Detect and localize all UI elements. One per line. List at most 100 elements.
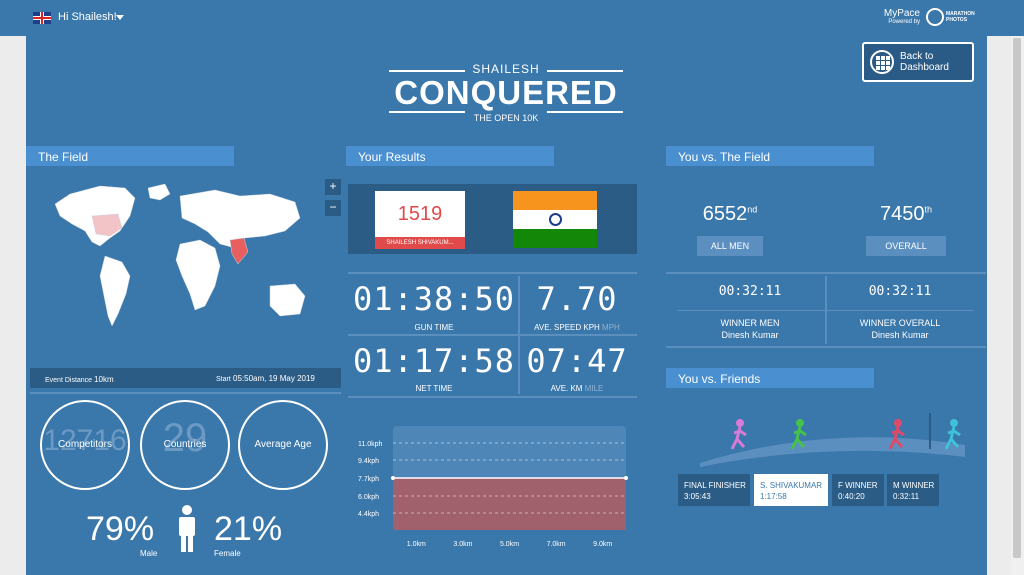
winner-men: WINNER MEN Dinesh Kumar xyxy=(680,317,820,341)
countries-label: Countries xyxy=(163,439,207,450)
x-tick-label: 3.0km xyxy=(453,541,472,548)
x-tick-label: 7.0km xyxy=(547,541,566,548)
ave-speed-value: 7.70 xyxy=(536,280,618,318)
ave-km-label: AVE. KM MILE xyxy=(522,384,632,393)
runner-final-finisher-icon xyxy=(730,419,747,450)
event-distance-label: Event Distance xyxy=(45,377,93,384)
x-tick-label: 5.0km xyxy=(500,541,519,548)
competitors-stat: 12716 Competitors xyxy=(40,400,130,490)
friend-label: S. SHIVAKUMAR xyxy=(760,481,823,490)
eurasia-shape xyxy=(179,189,301,249)
your-results-heading: Your Results xyxy=(346,146,554,166)
friend-time: 0:32:11 xyxy=(893,492,920,501)
vsfield-divider-top xyxy=(666,272,986,274)
runner-f-winner-icon xyxy=(888,419,905,450)
friends-race-track xyxy=(700,413,965,467)
men-rank-value: 6552 xyxy=(702,203,748,225)
friend-time: 0:40:20 xyxy=(838,492,865,501)
friend-box-m-winner[interactable]: M WINNER 0:32:11 xyxy=(887,474,939,506)
speed-chart: 11.0kph 9.4kph 7.7kph 6.0kph 4.4kph 1.0km 3.0k… xyxy=(348,420,637,555)
world-map[interactable] xyxy=(30,176,330,366)
india-flag-icon xyxy=(513,191,597,248)
person-icon xyxy=(179,505,195,552)
brand-sub: Powered by xyxy=(888,19,920,25)
partner-name: MARATHON PHOTOS xyxy=(946,11,975,23)
all-men-badge: ALL MEN xyxy=(697,236,763,256)
greenland-shape xyxy=(147,183,171,201)
event-start: Start 05:50am, 19 May 2019 xyxy=(216,374,315,383)
scrollbar-thumb[interactable] xyxy=(1013,38,1021,558)
speed-point xyxy=(624,476,628,480)
average-age-label: Average Age xyxy=(254,439,312,450)
y-tick-label: 6.0kph xyxy=(358,494,379,501)
uk-flag-icon[interactable] xyxy=(33,12,51,24)
y-tick-label: 9.4kph xyxy=(358,458,379,465)
friend-box-you[interactable]: S. SHIVAKUMAR 1:17:58 xyxy=(754,474,828,506)
runner-m-winner-icon xyxy=(944,419,961,450)
mypace-brand: MyPace Powered by xyxy=(872,8,920,25)
vsfield-divider-bottom xyxy=(666,346,986,348)
user-greeting[interactable]: Hi Shailesh! xyxy=(58,11,117,23)
hero-title: CONQUERED xyxy=(394,74,618,111)
countries-value: 29 xyxy=(162,416,208,460)
you-vs-friends-heading: You vs. Friends xyxy=(666,368,874,388)
runner-first-name: SHAILESH xyxy=(472,62,540,76)
x-tick-label: 9.0km xyxy=(593,541,612,548)
men-rank-suffix: nd xyxy=(747,204,758,215)
gun-time-label: GUN TIME xyxy=(414,323,454,332)
friend-label: F WINNER xyxy=(838,481,878,490)
ave-speed-alt-unit[interactable]: MPH xyxy=(602,323,620,332)
ave-km-alt-unit[interactable]: MILE xyxy=(584,384,604,393)
men-rank: 6552nd xyxy=(690,203,770,226)
speed-chart-svg: 11.0kph 9.4kph 7.7kph 6.0kph 4.4kph 1.0km 3.0k… xyxy=(358,426,628,548)
female-percent: 21% xyxy=(214,510,283,548)
zoom-in-button[interactable]: + xyxy=(325,179,341,195)
india-highlight-shape xyxy=(229,237,249,265)
field-divider xyxy=(30,392,341,394)
hero-line-right-bottom xyxy=(547,111,623,113)
countries-stat: 29 Countries xyxy=(140,400,230,490)
winner-overall: WINNER OVERALL Dinesh Kumar xyxy=(830,317,970,341)
net-time-value: 01:17:58 xyxy=(352,342,516,380)
male-label: Male xyxy=(140,549,158,558)
event-name: THE OPEN 10K xyxy=(473,113,539,123)
zoom-out-button[interactable]: − xyxy=(325,200,341,216)
friend-box-final-finisher[interactable]: FINAL FINISHER 3:05:43 xyxy=(678,474,750,506)
hero-line-left xyxy=(389,70,465,72)
gun-time-value: 01:38:50 xyxy=(352,280,516,318)
y-tick-label: 11.0kph xyxy=(358,441,382,448)
winner-men-time: 00:32:11 xyxy=(718,284,782,299)
winner-overall-time: 00:32:11 xyxy=(868,284,932,299)
y-tick-label: 4.4kph xyxy=(358,511,379,518)
winner-men-name: Dinesh Kumar xyxy=(721,330,779,340)
runner-you-icon xyxy=(790,419,807,450)
competitors-value: 12716 xyxy=(43,424,127,457)
event-start-value: 05:50am, 19 May 2019 xyxy=(233,374,315,383)
bib-name: SHAILESH SHIVAKUM... xyxy=(375,237,465,249)
speed-point xyxy=(391,476,395,480)
marathon-photos-logo-icon xyxy=(926,8,944,26)
back-label: Back to Dashboard xyxy=(900,51,949,73)
hero-line-right xyxy=(547,70,623,72)
ave-speed-label: AVE. SPEED KPH MPH xyxy=(522,323,632,332)
the-field-heading: The Field xyxy=(26,146,234,166)
overall-rank-suffix: th xyxy=(924,204,932,215)
ave-speed-unit: AVE. SPEED KPH xyxy=(534,323,600,332)
average-age-stat: Average Age xyxy=(238,400,328,490)
australia-shape xyxy=(269,283,306,317)
usa-highlight-shape xyxy=(91,213,123,237)
friend-label: M WINNER xyxy=(893,481,935,490)
winner-overall-name: Dinesh Kumar xyxy=(871,330,929,340)
friend-box-f-winner[interactable]: F WINNER 0:40:20 xyxy=(832,474,884,506)
chevron-down-icon[interactable] xyxy=(116,15,124,20)
results-divider-top xyxy=(348,272,637,274)
event-start-label: Start xyxy=(216,376,231,383)
winner-men-label: WINNER MEN xyxy=(720,318,780,328)
overall-rank-value: 7450 xyxy=(879,203,925,225)
you-vs-field-heading: You vs. The Field xyxy=(666,146,874,166)
top-bar: Hi Shailesh! MyPace Powered by MARATHON … xyxy=(0,0,1024,36)
results-divider-middle xyxy=(348,334,637,336)
overall-badge: OVERALL xyxy=(866,236,946,256)
bib-card: 1519 SHAILESH SHIVAKUM... xyxy=(375,191,465,249)
back-to-dashboard-button[interactable]: Back to Dashboard xyxy=(862,42,974,82)
